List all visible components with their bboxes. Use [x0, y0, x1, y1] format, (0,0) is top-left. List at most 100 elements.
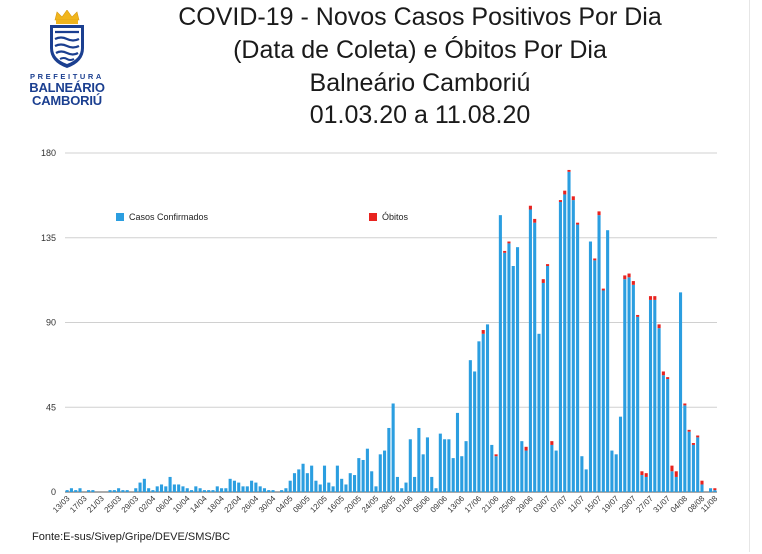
cases-bar — [117, 488, 121, 492]
x-tick-label: 14/04 — [188, 494, 209, 515]
cases-bar — [220, 488, 224, 492]
y-tick-label: 90 — [46, 318, 56, 328]
x-tick-label: 19/07 — [600, 494, 621, 515]
cases-bar — [709, 488, 713, 492]
cases-bar — [383, 450, 387, 492]
deaths-bar — [494, 454, 498, 457]
y-tick-label: 180 — [41, 148, 56, 158]
x-tick-label: 17/06 — [463, 494, 484, 515]
deaths-bar — [623, 275, 627, 280]
cases-bar — [520, 441, 524, 492]
cases-bar — [657, 328, 661, 492]
city-hall-logo: PREFEITURA BALNEÁRIO CAMBORIÚ — [14, 9, 120, 110]
cases-bar — [378, 454, 382, 492]
deaths-bar — [653, 296, 657, 300]
x-tick-label: 09/06 — [429, 494, 450, 515]
cases-bar — [215, 486, 219, 492]
cases-bar — [284, 488, 288, 492]
cases-bar — [546, 266, 550, 492]
cases-bar — [614, 454, 618, 492]
deaths-bar — [541, 279, 545, 283]
cases-bar — [142, 478, 146, 492]
cases-bar — [606, 230, 610, 492]
title-line-1: COVID-19 - Novos Casos Positivos Por Dia — [178, 3, 662, 31]
x-tick-label: 22/04 — [223, 494, 244, 515]
deaths-bar — [546, 264, 550, 266]
deaths-bar — [597, 211, 601, 216]
x-tick-label: 08/05 — [291, 494, 312, 515]
cases-bar — [189, 490, 194, 492]
x-tick-label: 30/04 — [257, 494, 278, 515]
title-line-2: (Data de Coleta) e Óbitos Por Dia — [233, 36, 607, 64]
cases-bar — [69, 488, 73, 492]
cases-bar — [314, 480, 318, 492]
cases-bar — [678, 292, 683, 492]
cases-bar — [447, 439, 451, 492]
logo-text-prefeitura: PREFEITURA — [30, 72, 104, 81]
deaths-bar — [648, 296, 653, 300]
x-tick-label: 06/04 — [154, 494, 175, 515]
cases-bar — [391, 403, 395, 492]
x-tick-label: 21/06 — [480, 494, 501, 515]
y-tick-label: 45 — [46, 402, 56, 412]
x-tick-label: 29/06 — [514, 494, 535, 515]
cases-deaths-bar-chart: 0459013518013/0317/0321/0325/0329/0302/0… — [41, 148, 720, 515]
cases-bar — [443, 439, 447, 492]
deaths-bar — [627, 273, 631, 278]
cases-bar — [172, 484, 176, 492]
cases-bar — [318, 484, 322, 492]
deaths-bar — [666, 377, 670, 379]
deaths-bar — [567, 169, 571, 172]
cases-bar — [455, 412, 460, 492]
cases-bar — [571, 200, 575, 493]
cases-bar — [481, 333, 485, 492]
deaths-bar — [631, 281, 635, 285]
cases-bar — [687, 431, 691, 492]
crest-icon — [47, 9, 87, 70]
cases-bar — [404, 482, 408, 492]
cases-bar — [473, 371, 477, 492]
title-line-3: Balneário Camboriú — [309, 69, 531, 97]
cases-bar — [177, 484, 181, 492]
cases-bar — [224, 488, 228, 492]
title-line-4: 01.03.20 a 11.08.20 — [309, 101, 531, 129]
cases-bar — [288, 480, 292, 492]
x-tick-label: 04/05 — [274, 494, 295, 515]
cases-bar — [430, 476, 434, 492]
cases-bar — [490, 444, 494, 492]
cases-bar — [395, 476, 399, 492]
cases-bar — [588, 241, 593, 492]
cases-bar — [151, 490, 155, 492]
deaths-bar — [593, 258, 597, 261]
cases-bar — [370, 471, 374, 492]
cases-bar — [460, 456, 464, 492]
cases-bar — [464, 441, 468, 492]
cases-bar — [254, 482, 258, 492]
cases-bar — [567, 171, 571, 493]
x-tick-label: 15/07 — [583, 494, 604, 515]
cases-bar — [280, 490, 284, 492]
cases-bar — [666, 379, 670, 492]
cases-bar — [74, 490, 78, 492]
deaths-bar — [687, 429, 691, 432]
cases-bar — [202, 490, 206, 492]
x-tick-label: 31/07 — [652, 494, 673, 515]
cases-bar — [211, 490, 215, 492]
x-tick-label: 20/05 — [343, 494, 364, 515]
deaths-bar — [524, 446, 528, 451]
cases-bar — [228, 478, 232, 492]
x-tick-label: 10/04 — [171, 494, 192, 515]
deaths-bar — [700, 480, 704, 485]
cases-bar — [198, 488, 202, 492]
cases-bar — [262, 488, 267, 492]
cases-bar — [601, 290, 605, 492]
deaths-bar — [640, 471, 644, 476]
cases-bar — [335, 465, 339, 492]
cases-bar — [653, 299, 657, 492]
cases-bar — [618, 416, 623, 492]
cases-bar — [640, 475, 644, 492]
deaths-bar — [558, 200, 562, 202]
y-tick-label: 0 — [51, 487, 56, 497]
cases-bar — [387, 427, 391, 492]
deaths-bar — [533, 218, 537, 223]
